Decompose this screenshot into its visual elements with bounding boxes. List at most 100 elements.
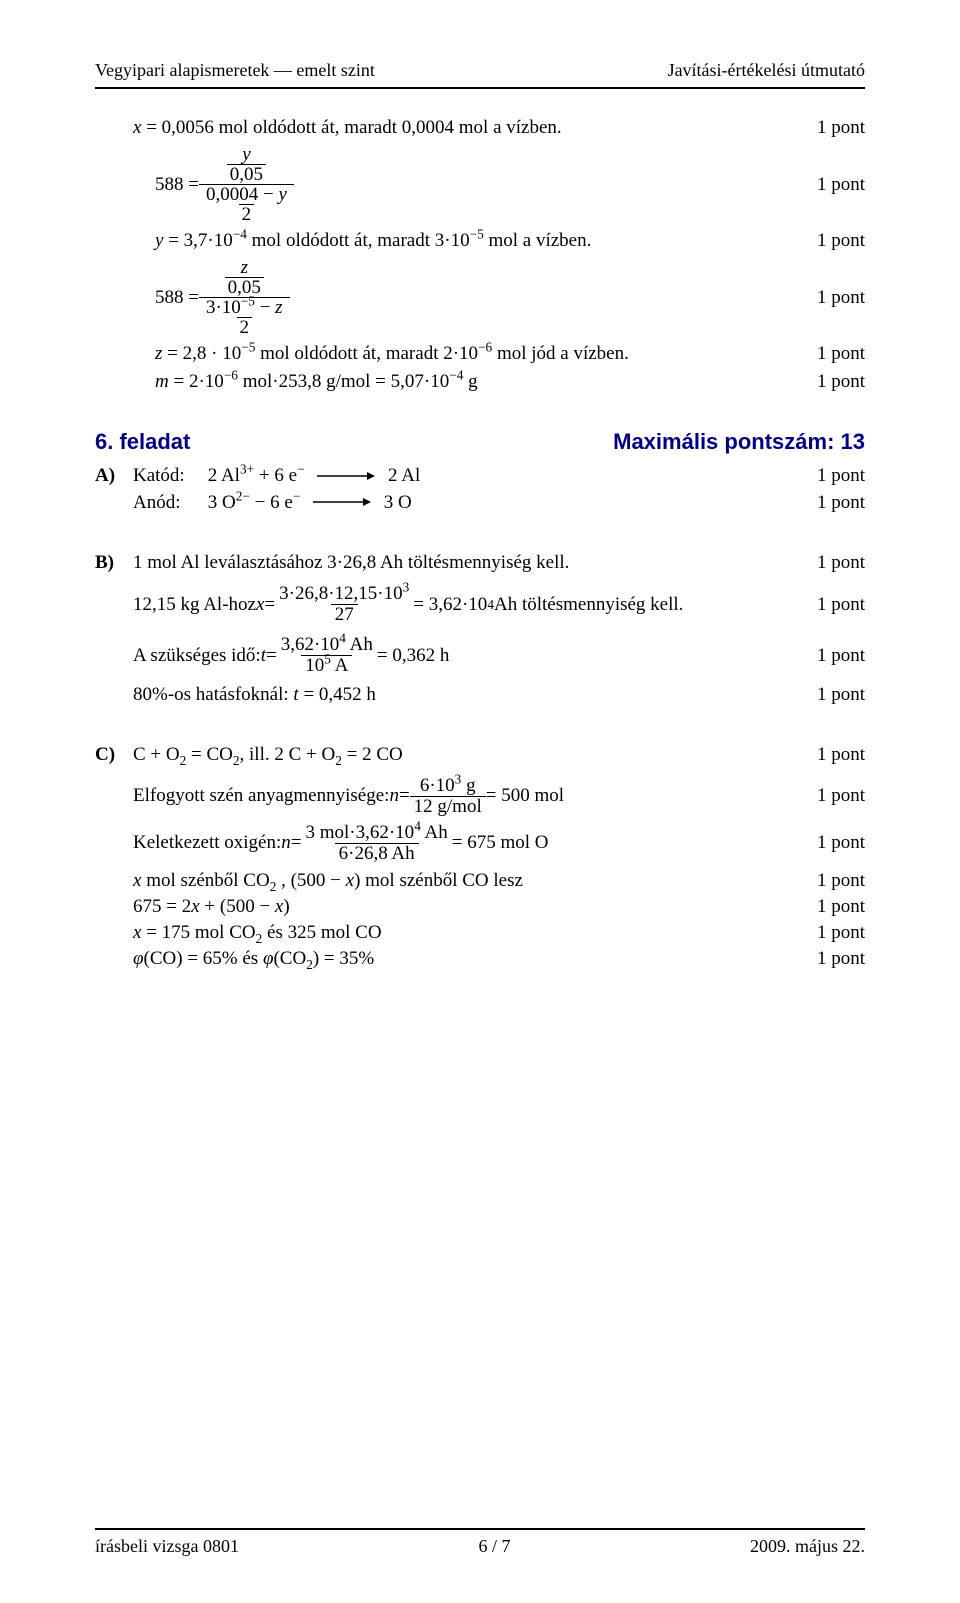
- t: − 6 e: [250, 492, 293, 513]
- points: 1 pont: [817, 594, 865, 616]
- t: mol jód a vízben.: [492, 343, 629, 364]
- points: 1 pont: [817, 922, 865, 944]
- points: 1 pont: [817, 117, 865, 139]
- t: 3 O: [208, 492, 236, 513]
- b1-l1-text: = 0,0056 mol oldódott át, maradt 0,0004 …: [141, 117, 561, 138]
- task6-B-l1: B) 1 mol Al leválasztásához 3·26,8 Ah tö…: [95, 552, 865, 574]
- label-B: B): [95, 552, 133, 574]
- sub: 2: [306, 957, 313, 972]
- frac-den2: 2: [239, 204, 255, 224]
- page: Vegyipari alapismeretek — emelt szint Ja…: [0, 0, 960, 1603]
- t: 6·10: [420, 775, 455, 796]
- sup: −5: [241, 294, 255, 309]
- header-rule: [95, 87, 865, 89]
- t: −: [255, 297, 275, 318]
- t: és 325 mol CO: [262, 922, 381, 943]
- t: 3 mol·3,62·10: [305, 822, 414, 843]
- points: 1 pont: [817, 870, 865, 892]
- t: = 675 mol O: [452, 832, 549, 854]
- page-header: Vegyipari alapismeretek — emelt szint Ja…: [95, 60, 865, 81]
- sup: −6: [478, 340, 492, 355]
- t: = 0,362 h: [377, 645, 449, 667]
- sup: −5: [470, 227, 484, 242]
- task6-C-l3: Keletkezett oxigén: n = 3 mol·3,62·104 A…: [95, 823, 865, 864]
- t: 675 = 2: [133, 896, 191, 917]
- b1-line1: x = 0,0056 mol oldódott át, maradt 0,000…: [95, 117, 865, 139]
- task6-A-katod: A) Katód: 2 Al3+ + 6 e− 2 Al 1 pont: [95, 465, 865, 488]
- t: , (500 −: [276, 870, 345, 891]
- points: 1 pont: [817, 230, 865, 252]
- var-z: z: [275, 297, 282, 318]
- B-l2-frac: 3·26,8·12,15·103 27: [275, 584, 413, 625]
- task6-C-l5: 675 = 2x + (500 − x) 1 pont: [95, 896, 865, 918]
- points: 1 pont: [817, 948, 865, 970]
- var-n: n: [281, 832, 291, 854]
- arrow-icon: [313, 492, 371, 514]
- var-n: n: [389, 785, 399, 807]
- task6-A-anod: Anód: 3 O2− − 6 e− 3 O 1 pont: [95, 492, 865, 515]
- sup: 4: [414, 819, 421, 834]
- sup: 2−: [236, 488, 250, 503]
- task6-B-l2: 12,15 kg Al-hoz x = 3·26,8·12,15·103 27 …: [95, 584, 865, 625]
- t: (CO: [273, 948, 306, 969]
- t: 3·26,8·12,15·10: [279, 583, 402, 604]
- page-footer: írásbeli vizsga 0801 6 / 7 2009. május 2…: [95, 1528, 865, 1557]
- task6-B-l4: 80%-os hatásfoknál: t = 0,452 h 1 pont: [95, 684, 865, 706]
- b1-line3: y = 3,7·10−4 mol oldódott át, maradt 3·1…: [95, 230, 865, 252]
- task6-max: Maximális pontszám: 13: [613, 429, 865, 455]
- t: ): [283, 896, 289, 917]
- t: g: [463, 371, 477, 392]
- sup: −5: [241, 340, 255, 355]
- frac-num-den: 0,05: [227, 164, 266, 184]
- t: mol a vízben.: [484, 230, 592, 251]
- sup: 3+: [240, 462, 254, 477]
- frac-num-var: y: [239, 145, 253, 164]
- t: mol oldódott át, maradt 3·10: [247, 230, 470, 251]
- t: Ah: [346, 634, 373, 655]
- t: = 3,7·10: [163, 230, 232, 251]
- points: 1 pont: [817, 343, 865, 365]
- t: Elfogyott szén anyagmennyisége:: [133, 785, 389, 807]
- t: C + O: [133, 744, 180, 765]
- b1-line5: z = 2,8 · 10−5 mol oldódott át, maradt 2…: [95, 343, 865, 365]
- sub: 2: [233, 753, 240, 768]
- t: =: [399, 785, 410, 807]
- anod-label: Anód:: [133, 492, 203, 514]
- footer-rule: [95, 1528, 865, 1530]
- t: 2 Al: [208, 465, 240, 486]
- frac-den-var: y: [278, 184, 286, 205]
- footer-right: 2009. május 22.: [750, 1536, 865, 1557]
- t: 12,15 kg Al-hoz: [133, 594, 256, 616]
- points: 1 pont: [817, 287, 865, 309]
- points: 1 pont: [817, 465, 865, 487]
- var-phi: φ: [263, 948, 274, 969]
- task6-C-l2: Elfogyott szén anyagmennyisége: n = 6·10…: [95, 776, 865, 817]
- t: 12 g/mol: [410, 796, 486, 817]
- sup: −4: [449, 368, 463, 383]
- task6-C-l4: x mol szénből CO2 , (500 − x) mol szénbő…: [95, 870, 865, 892]
- task6-C-l1: C) C + O2 = CO2, ill. 2 C + O2 = 2 CO 1 …: [95, 744, 865, 766]
- b1-eq2: 588 = z 0,05 3·10−5 − z 2 1 pont: [95, 258, 865, 337]
- points: 1 pont: [817, 174, 865, 196]
- b1-eq1: 588 = y 0,05 0,0004 − 0,0004 − y 2 1: [95, 145, 865, 224]
- frac-den-a: 0,0004 −: [206, 184, 278, 205]
- label-A: A): [95, 465, 133, 488]
- b1-eq1-lhs: 588 =: [155, 174, 199, 196]
- header-left: Vegyipari alapismeretek — emelt szint: [95, 60, 375, 81]
- arrow-icon: [317, 466, 375, 488]
- t: = 0,452 h: [299, 684, 376, 705]
- katod-label: Katód:: [133, 465, 203, 487]
- frac2-den2: 2: [237, 317, 253, 337]
- sup: 4: [339, 631, 346, 646]
- footer-left: írásbeli vizsga 0801: [95, 1536, 239, 1557]
- t: A szükséges idő:: [133, 645, 261, 667]
- t: 6·26,8 Ah: [335, 843, 419, 864]
- b1-eq2-lhs: 588 =: [155, 287, 199, 309]
- t: ) mol szénből CO lesz: [354, 870, 523, 891]
- C-l2-frac: 6·103 g 12 g/mol: [410, 776, 486, 817]
- var-x: x: [256, 594, 264, 616]
- b1-line6: m = 2·10−6 mol·253,8 g/mol = 5,07·10−4 g…: [95, 371, 865, 393]
- t: = 500 mol: [486, 785, 564, 807]
- points: 1 pont: [817, 371, 865, 393]
- sub: 2: [335, 753, 342, 768]
